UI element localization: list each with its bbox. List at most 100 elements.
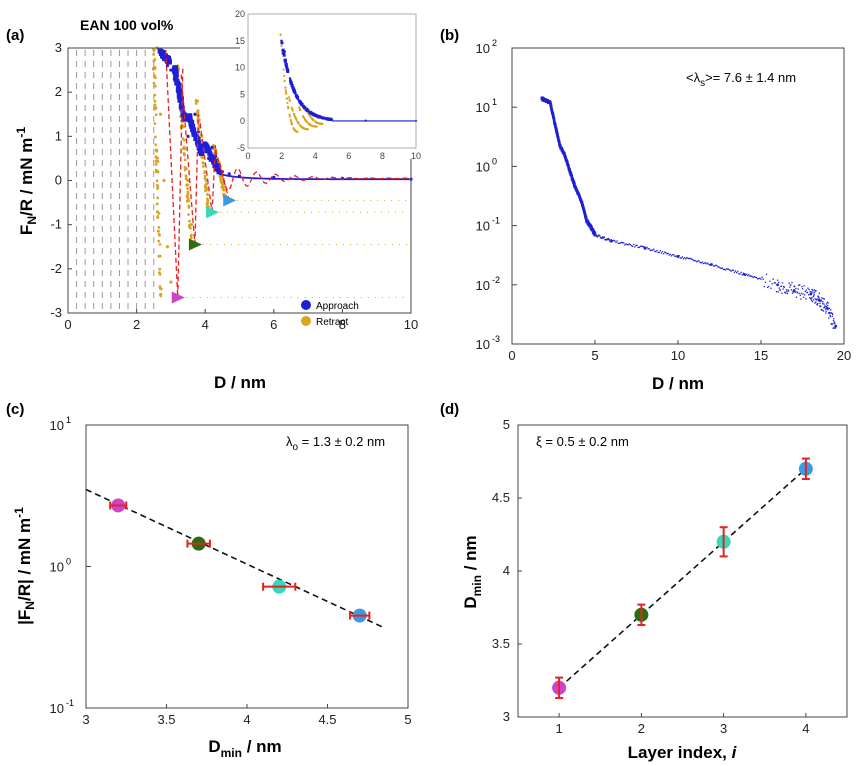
panel-b-point-18-21 [805, 298, 807, 300]
retract-point-0-39 [158, 254, 162, 258]
approach-series-point-12 [193, 112, 197, 116]
panel-b-point-15-19 [731, 269, 733, 271]
panel-b-point-2-2 [549, 102, 552, 106]
inset-approach-point-69 [292, 89, 296, 93]
panel-b-point-13-9 [654, 250, 656, 252]
panel-a-xlabel: D / nm [214, 373, 266, 392]
panel-b-point-17-9 [781, 282, 784, 284]
panel-b-point-16-25 [771, 283, 773, 285]
retract-point-1-29 [188, 219, 191, 223]
panel-b-point-17-29 [792, 291, 795, 293]
panel-b-point-14-6 [683, 257, 686, 259]
retract-point-1-47 [189, 234, 193, 238]
panel-b-point-11-29 [610, 238, 612, 241]
panel-b-point-19-9 [812, 296, 814, 298]
inset-retract-point-3-33 [314, 120, 317, 123]
retract-point-0-49 [153, 135, 157, 139]
inset-retract-point-3-37 [311, 118, 314, 121]
inset-ytick-label-4: 15 [235, 36, 245, 46]
panel-b-point-20-27 [825, 303, 828, 305]
panel-b-point-17-7 [780, 285, 783, 287]
inset-retract-point-1-35 [293, 114, 296, 117]
inset-xtick-label-5: 10 [411, 151, 421, 161]
panel-c-xtick-label-3: 4.5 [318, 712, 336, 727]
panel-d-ylabel-main: D [461, 596, 480, 608]
panel-b-point-16-10 [754, 276, 757, 278]
panel-b-point-20-3 [819, 302, 821, 305]
panel-b-point-20-1 [818, 292, 821, 294]
inset-retract-point-1-34 [288, 99, 291, 102]
panel-b-point-12-11 [623, 242, 625, 244]
inset-retract-point-2-27 [301, 115, 305, 118]
inset-approach-series-point-2 [288, 77, 292, 80]
panel-b-point-3-8 [555, 129, 559, 133]
inset-ytick-label-5: 20 [235, 9, 245, 19]
retract-point-3-68 [221, 186, 225, 190]
retract-point-0-27 [152, 52, 155, 56]
panel-b-point-18-18 [803, 285, 805, 287]
panel-b-point-15-20 [732, 269, 734, 271]
panel-a-ytick-label-6: 3 [55, 40, 62, 55]
panel-b-point-14-4 [681, 256, 684, 258]
retract-point-3-54 [221, 183, 224, 187]
panel-b-point-21-12 [830, 309, 832, 311]
panel-b-point-13-5 [649, 249, 651, 251]
panel-b-point-18-7 [797, 288, 799, 290]
approach-series-point-13 [189, 125, 194, 130]
panel-d-xticks: 1 2 3 4 [556, 713, 809, 736]
panel-b-point-12-25 [638, 246, 640, 249]
panel-b-point-3-6 [555, 127, 558, 131]
panel-a-xtick-label-4: 8 [339, 317, 346, 332]
inset-retract-point-1-18 [295, 118, 298, 122]
inset-approach-point-34 [289, 81, 293, 85]
panel-b-point-6-4 [569, 172, 573, 175]
panel-b-point-12-5 [616, 240, 618, 242]
retract-point-2-32 [201, 161, 205, 165]
panel-b-point-21-18 [831, 315, 834, 317]
inset-retract-point-1-37 [296, 121, 300, 124]
panel-a: (a) EAN 100 vol% 0 2 4 6 8 10 -3 -2 -1 0 1 2 3 D / … [6, 9, 421, 392]
panel-d: (d) 1 2 3 4 3 3.5 4 4.5 5 Layer index, i Dmin /… [440, 401, 848, 762]
panel-b-ytick-exp-2: -1 [492, 216, 500, 226]
inset-retract-point-1-31 [304, 127, 307, 130]
panel-b-annotation-main: <λ [686, 70, 701, 85]
panel-b-point-14-24 [703, 262, 706, 264]
panel-b-series-point-19 [809, 292, 813, 296]
panel-b-point-19-12 [813, 293, 815, 295]
retract-point-0-44 [155, 202, 159, 206]
retract-point-0-42 [153, 103, 157, 107]
panel-b-point-14-27 [707, 262, 709, 264]
panel-c-xlabel: Dmin / nm [208, 737, 281, 760]
panel-a-xticks: 0 2 4 6 8 10 [64, 309, 418, 332]
approach-step-point-1-31 [176, 87, 182, 93]
retract-point-0-46 [152, 48, 156, 52]
inset-retract-point-0-7 [284, 91, 288, 94]
retract-point-0-33 [154, 163, 158, 166]
panel-b-ytick-exp-1: -2 [492, 275, 500, 285]
panel-b-point-20-17 [823, 307, 825, 309]
panel-b-point-17-17 [786, 290, 788, 293]
panel-b-point-3-12 [556, 133, 559, 136]
approach-step-point-2-39 [186, 116, 192, 122]
panel-b-point-14-16 [695, 259, 697, 262]
panel-b-annotation-sub: s [700, 78, 705, 89]
panel-b-point-15-29 [742, 272, 744, 274]
approach-step-point-2-38 [196, 145, 202, 151]
panel-b-point-17-24 [790, 284, 792, 286]
panel-b-point-12-24 [637, 246, 639, 249]
panel-b-point-14-17 [696, 261, 698, 263]
panel-b-point-16-12 [757, 278, 759, 280]
panel-a-ylabel-main: F [17, 225, 36, 235]
panel-b-point-13-15 [660, 252, 663, 254]
panel-b-point-21-7 [828, 307, 830, 310]
panel-b-point-20-20 [823, 306, 826, 308]
retract-point-0-13 [157, 239, 161, 243]
retract-point-2-34 [203, 177, 207, 180]
panel-d-xlabel-main: Layer index, [628, 743, 732, 762]
approach-series-point-10 [200, 152, 204, 156]
retract-point-2-13 [205, 197, 209, 201]
panel-b-point-21-23 [833, 318, 835, 320]
panel-b-point-18-1 [794, 285, 796, 287]
panel-b-point-19-10 [812, 299, 815, 301]
panel-b-point-14-11 [689, 257, 691, 260]
